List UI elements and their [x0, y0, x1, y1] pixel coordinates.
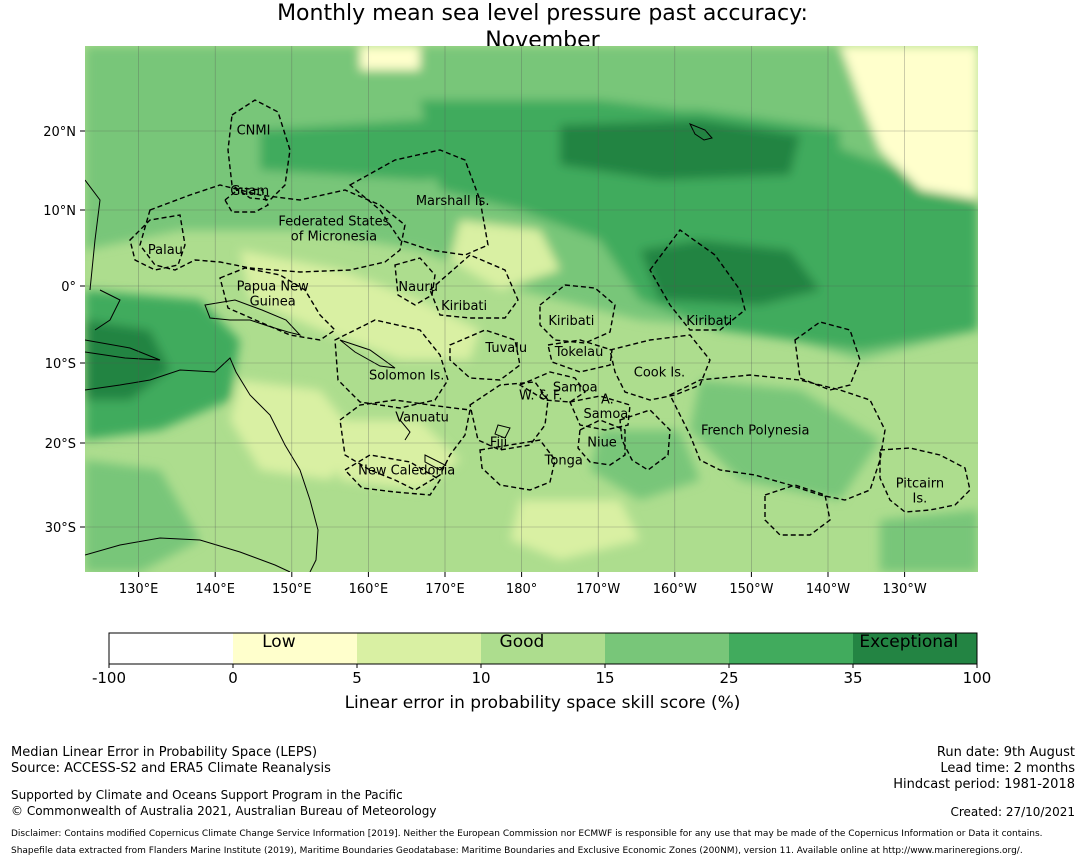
colorbar-tick-label: -100	[92, 669, 126, 687]
lon-tick-label: 130°E	[119, 582, 159, 597]
run-date: Run date: 9th August	[936, 745, 1075, 760]
colorbar-bin	[357, 633, 481, 664]
hindcast-period: Hindcast period: 1981-2018	[893, 777, 1075, 792]
colorbar-title: Linear error in probability space skill …	[344, 693, 741, 713]
skill-map: 130°E 140°E 150°E 160°E 170°E 180° 170°W 160°W 1…	[43, 46, 991, 687]
region-label: Kiribati	[441, 299, 487, 314]
region-label: Tonga	[544, 453, 583, 468]
lat-tick-label: 10°S	[45, 357, 76, 372]
lon-tick-label: 150°E	[272, 582, 312, 597]
region-label: Solomon Is.	[369, 369, 445, 384]
latitude-tick-labels: 20°N 10°N 0° 10°S 20°S 30°S	[43, 125, 85, 536]
region-label: Fiji	[490, 435, 507, 450]
lon-tick-label: 180°	[506, 582, 537, 597]
lon-tick-label: 170°E	[425, 582, 465, 597]
coastlines	[85, 123, 713, 572]
region-label: Papua New	[237, 280, 310, 295]
region-label: French Polynesia	[701, 424, 810, 439]
region-label: Samoa	[583, 407, 628, 422]
colorbar-frame	[108, 632, 978, 665]
colorbar: -100 0 5 10 15 25 35 100 Low Good Exceptional	[92, 632, 991, 687]
lat-tick-label: 30°S	[45, 521, 76, 536]
title-line-1: Monthly mean sea level pressure past acc…	[277, 1, 808, 26]
region-label: Marshall Is.	[416, 194, 490, 209]
disclaimer-shapefile: Shapefile data extracted from Flanders M…	[11, 846, 1023, 856]
lon-tick-label: 140°W	[806, 582, 850, 597]
footer-run-info: Run date: 9th August Lead time: 2 months…	[893, 745, 1075, 793]
lat-tick-label: 20°N	[43, 125, 76, 140]
colorbar-tick-label: 10	[471, 669, 490, 687]
region-label: Guinea	[250, 295, 296, 310]
lead-time: Lead time: 2 months	[940, 761, 1075, 776]
region-label: W. & F.	[519, 388, 562, 403]
region-label: Niue	[587, 435, 617, 450]
region-label: Federated States	[278, 214, 389, 229]
lon-tick-label: 170°W	[576, 582, 620, 597]
footer-credits-block: Supported by Climate and Oceans Support …	[11, 787, 436, 819]
colorbar-category-label: Good	[500, 632, 545, 652]
map-frame	[85, 46, 978, 572]
created-date: Created: 27/10/2021	[950, 805, 1075, 819]
region-label: Cook Is.	[634, 366, 685, 381]
region-label: Nauru	[398, 280, 438, 295]
lat-tick-label: 0°	[61, 280, 76, 295]
colorbar-tick-label: 15	[595, 669, 614, 687]
colorbar-category-label: Low	[262, 632, 296, 652]
footer-source: Source: ACCESS-S2 and ERA5 Climate Reana…	[11, 761, 331, 776]
disclaimer-copernicus: Disclaimer: Contains modified Copernicus…	[11, 829, 1043, 839]
region-label: A.	[601, 392, 614, 407]
colorbar-bin	[729, 633, 853, 664]
region-label: Vanuatu	[395, 410, 449, 425]
region-label: Kiribati	[686, 314, 732, 329]
colorbar-tick-label: 5	[352, 669, 362, 687]
region-label: Kiribati	[548, 314, 594, 329]
region-label: Pitcairn	[896, 477, 944, 492]
region-label: Tokelau	[554, 345, 604, 360]
footer-source-block: Median Linear Error in Probability Space…	[11, 745, 331, 777]
colorbar-tick-label: 35	[843, 669, 862, 687]
footer-method: Median Linear Error in Probability Space…	[11, 745, 318, 760]
region-label: Guam	[230, 184, 269, 199]
colorbar-tick-label: 0	[228, 669, 238, 687]
region-label: Palau	[148, 243, 183, 258]
colorbar-bin	[109, 633, 233, 664]
lon-tick-label: 130°W	[883, 582, 927, 597]
region-label: of Micronesia	[291, 229, 377, 244]
colorbar-category-label: Exceptional	[859, 632, 958, 652]
lon-tick-label: 160°W	[653, 582, 697, 597]
colorbar-bin	[481, 633, 605, 664]
colorbar-bin	[853, 633, 977, 664]
lon-tick-label: 150°W	[729, 582, 773, 597]
colorbar-tick-label: 25	[719, 669, 738, 687]
region-label: Tuvalu	[484, 341, 527, 356]
lon-tick-label: 160°E	[349, 582, 389, 597]
lat-tick-label: 20°S	[45, 437, 76, 452]
region-label: New Caledonia	[358, 464, 455, 479]
region-label: Samoa	[553, 380, 598, 395]
footer-support: Supported by Climate and Oceans Support …	[11, 788, 403, 802]
lon-tick-label: 140°E	[195, 582, 235, 597]
region-label: Is.	[913, 492, 928, 507]
colorbar-bin	[233, 633, 357, 664]
region-label: CNMI	[237, 123, 271, 138]
lat-tick-label: 10°N	[43, 204, 76, 219]
graticule	[85, 46, 978, 572]
colorbar-tick-label: 100	[963, 669, 992, 687]
colorbar-bin	[605, 633, 729, 664]
eez-boundaries	[129, 99, 971, 536]
skill-field	[85, 46, 978, 572]
chart-title: Monthly mean sea level pressure past acc…	[0, 0, 1085, 54]
longitude-tick-labels: 130°E 140°E 150°E 160°E 170°E 180° 170°W 160°W 1…	[119, 572, 927, 597]
footer-copyright: © Commonwealth of Australia 2021, Austra…	[11, 804, 437, 818]
